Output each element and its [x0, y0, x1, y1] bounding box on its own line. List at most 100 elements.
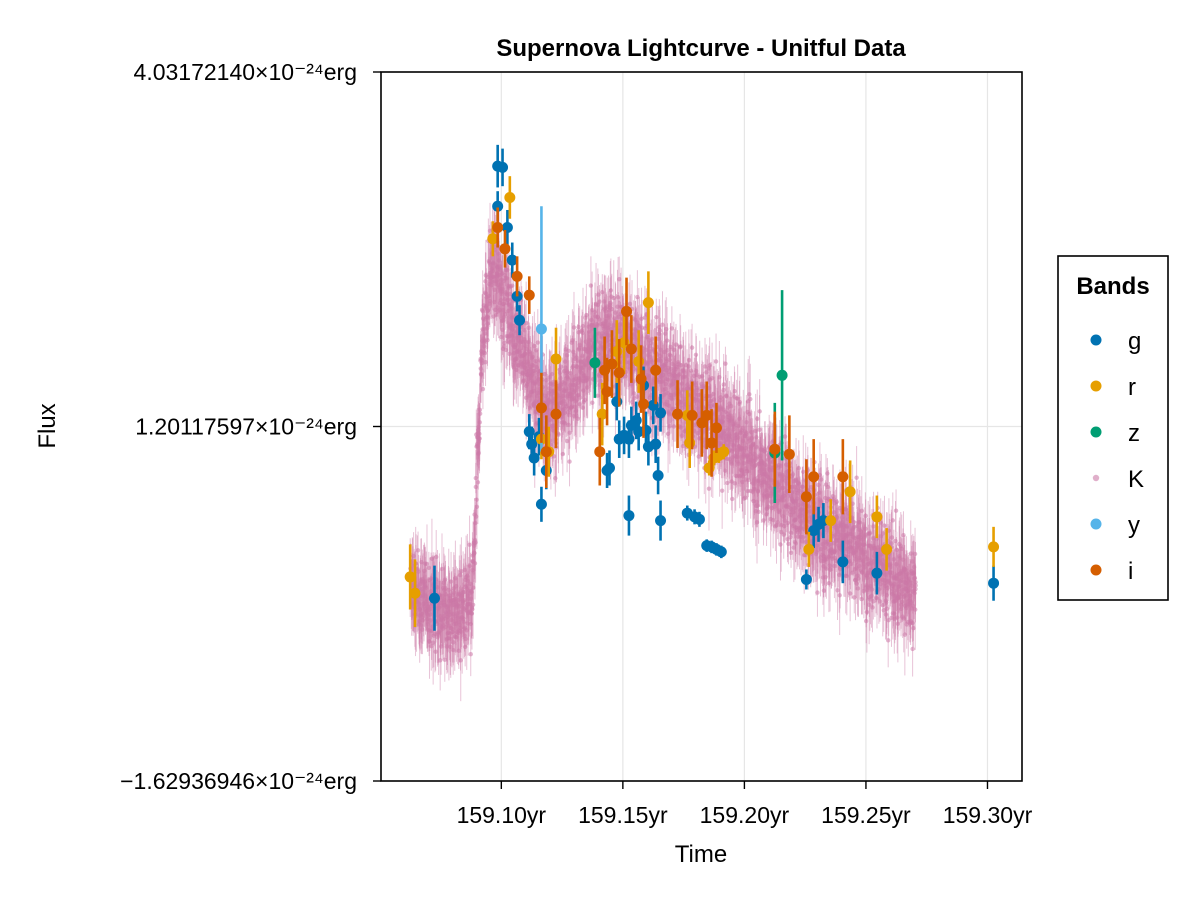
k-point	[514, 356, 519, 361]
k-point	[434, 554, 439, 560]
k-point	[426, 601, 431, 607]
k-point	[420, 627, 425, 632]
k-point	[507, 340, 512, 345]
k-point	[415, 548, 421, 553]
k-point	[424, 561, 430, 567]
k-point	[564, 352, 570, 358]
k-point	[611, 295, 616, 301]
k-point	[535, 340, 540, 345]
k-point	[592, 309, 598, 315]
k-point	[462, 567, 468, 573]
k-point	[473, 484, 479, 490]
k-point	[430, 640, 436, 645]
k-point	[627, 301, 633, 307]
k-point	[596, 351, 601, 357]
k-point	[506, 297, 511, 302]
k-point	[595, 302, 601, 308]
k-point	[465, 573, 470, 578]
k-point	[444, 644, 450, 649]
k-point	[478, 366, 483, 371]
k-point	[609, 306, 615, 312]
k-point	[480, 308, 485, 314]
k-point	[530, 354, 535, 359]
k-point	[574, 385, 580, 390]
k-point	[656, 336, 661, 341]
k-point	[880, 603, 885, 608]
k-point	[458, 625, 463, 631]
k-point	[476, 424, 481, 430]
k-point	[617, 329, 623, 334]
k-point	[574, 364, 580, 370]
k-point	[588, 283, 594, 288]
k-point	[468, 581, 473, 587]
k-point	[473, 475, 479, 481]
k-point	[445, 620, 450, 625]
k-point	[442, 577, 448, 582]
k-point	[570, 338, 575, 343]
k-point	[456, 648, 462, 653]
k-point	[503, 347, 509, 353]
k-point	[657, 327, 663, 333]
k-point	[547, 417, 553, 423]
k-point	[577, 402, 583, 407]
k-point	[523, 365, 528, 371]
k-point	[498, 267, 503, 272]
k-point	[547, 375, 552, 380]
k-point	[420, 589, 426, 594]
k-point	[523, 351, 528, 357]
k-point	[617, 325, 622, 331]
k-point	[477, 436, 482, 441]
k-point	[427, 607, 433, 612]
k-point	[510, 333, 515, 338]
k-point	[617, 277, 622, 282]
k-point	[419, 611, 424, 617]
k-point	[507, 351, 512, 357]
k-point	[458, 609, 464, 615]
k-point	[597, 340, 603, 345]
k-point	[565, 376, 571, 382]
k-point	[417, 607, 423, 612]
k-point	[577, 395, 583, 400]
k-point	[534, 364, 540, 370]
k-point	[577, 346, 582, 351]
k-point	[429, 628, 434, 634]
k-point	[557, 370, 563, 376]
k-point	[433, 649, 438, 654]
k-point	[486, 315, 491, 320]
k-point	[725, 480, 730, 486]
k-point	[525, 379, 531, 384]
k-point	[510, 338, 516, 343]
k-point	[490, 266, 496, 271]
k-point	[646, 375, 652, 380]
k-point	[501, 301, 506, 307]
k-point	[639, 316, 644, 321]
k-point	[461, 597, 467, 603]
k-point	[513, 342, 518, 347]
k-point	[548, 392, 554, 397]
k-point	[450, 629, 455, 635]
k-point	[730, 496, 735, 502]
k-point	[573, 376, 579, 382]
k-point	[580, 365, 585, 371]
k-point	[456, 603, 462, 609]
k-point	[590, 400, 595, 405]
k-point	[494, 312, 499, 318]
k-point	[658, 347, 663, 352]
k-point	[481, 344, 487, 349]
k-point	[511, 364, 516, 370]
k-point	[443, 586, 448, 591]
k-point	[477, 407, 483, 412]
k-point	[582, 397, 588, 403]
k-point	[649, 340, 654, 346]
k-point	[580, 405, 586, 410]
k-point	[647, 349, 652, 354]
k-point	[429, 643, 434, 649]
k-point	[486, 293, 492, 299]
k-point	[420, 617, 426, 623]
k-point	[512, 360, 517, 365]
k-point	[448, 579, 454, 584]
k-point	[723, 361, 728, 366]
k-point	[473, 520, 478, 526]
k-point	[477, 411, 483, 416]
k-point	[885, 638, 891, 643]
